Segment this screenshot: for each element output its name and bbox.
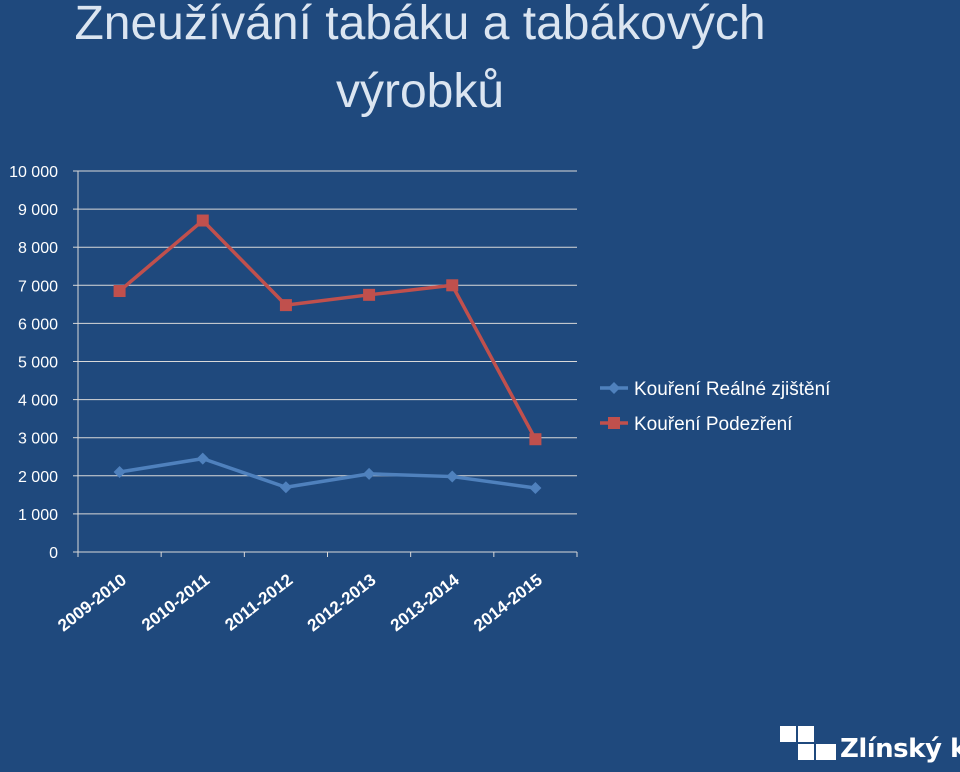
legend-entry: Kouření Podezření [600, 414, 793, 435]
x-tick-labels: 2009-2010 2010-2011 2011-2012 2012-2013 2013… [54, 570, 546, 635]
chart-grid [78, 170, 577, 515]
data-point-diamond [363, 467, 376, 480]
title-line-1: Zneužívání tabáku a tabákových [74, 0, 766, 50]
legend-label: Kouření Reálné zjištění [634, 379, 831, 400]
y-tick-label: 10 000 [9, 164, 58, 181]
series-line [118, 218, 537, 441]
y-tick-label: 7 000 [18, 278, 58, 295]
data-point-square [529, 433, 542, 446]
series-line [119, 456, 536, 490]
x-tick-label: 2010-2011 [138, 570, 213, 634]
data-point-square [608, 417, 620, 429]
y-tick-labels: 0 1 000 2 000 3 000 4 000 5 000 6 000 7 000 8 00… [9, 164, 58, 562]
data-point-square [196, 214, 209, 227]
x-tick-label: 2009-2010 [54, 570, 130, 635]
x-tick-label: 2012-2013 [304, 570, 380, 635]
data-point-square [113, 285, 126, 298]
data-point-square [279, 299, 292, 312]
chart-legend: Kouření Reálné zjištění Kouření Podezření [600, 379, 831, 435]
y-tick-label: 4 000 [18, 393, 58, 410]
data-point-diamond [279, 481, 292, 494]
data-point-square [446, 279, 459, 292]
y-tick-label: 2 000 [18, 469, 58, 486]
y-tick-label: 0 [49, 545, 58, 562]
y-tick-label: 3 000 [18, 431, 58, 448]
chart-axes [73, 170, 578, 557]
legend-entry: Kouření Reálné zjištění [600, 379, 831, 400]
x-tick-label: 2011-2012 [221, 570, 296, 634]
series-1 [113, 452, 542, 494]
y-tick-label: 9 000 [18, 202, 58, 219]
chart-series [113, 214, 542, 494]
y-tick-label: 6 000 [18, 316, 58, 333]
data-point-diamond [608, 382, 620, 394]
data-point-diamond [113, 465, 126, 478]
legend-label: Kouření Podezření [634, 414, 793, 435]
logo-text: Zlínský kraj [840, 734, 960, 764]
data-point-diamond [196, 452, 209, 465]
y-tick-label: 1 000 [18, 507, 58, 524]
x-tick-label: 2013-2014 [387, 570, 463, 635]
series-2 [113, 214, 542, 446]
title-line-2: výrobků [335, 65, 505, 118]
data-point-diamond [529, 481, 542, 494]
y-tick-label: 5 000 [18, 355, 58, 372]
data-point-diamond [446, 470, 459, 483]
y-tick-label: 8 000 [18, 240, 58, 257]
zlinsky-kraj-logo: Zlínský kraj [780, 720, 960, 768]
data-point-square [363, 288, 376, 301]
x-tick-label: 2014-2015 [470, 570, 546, 635]
